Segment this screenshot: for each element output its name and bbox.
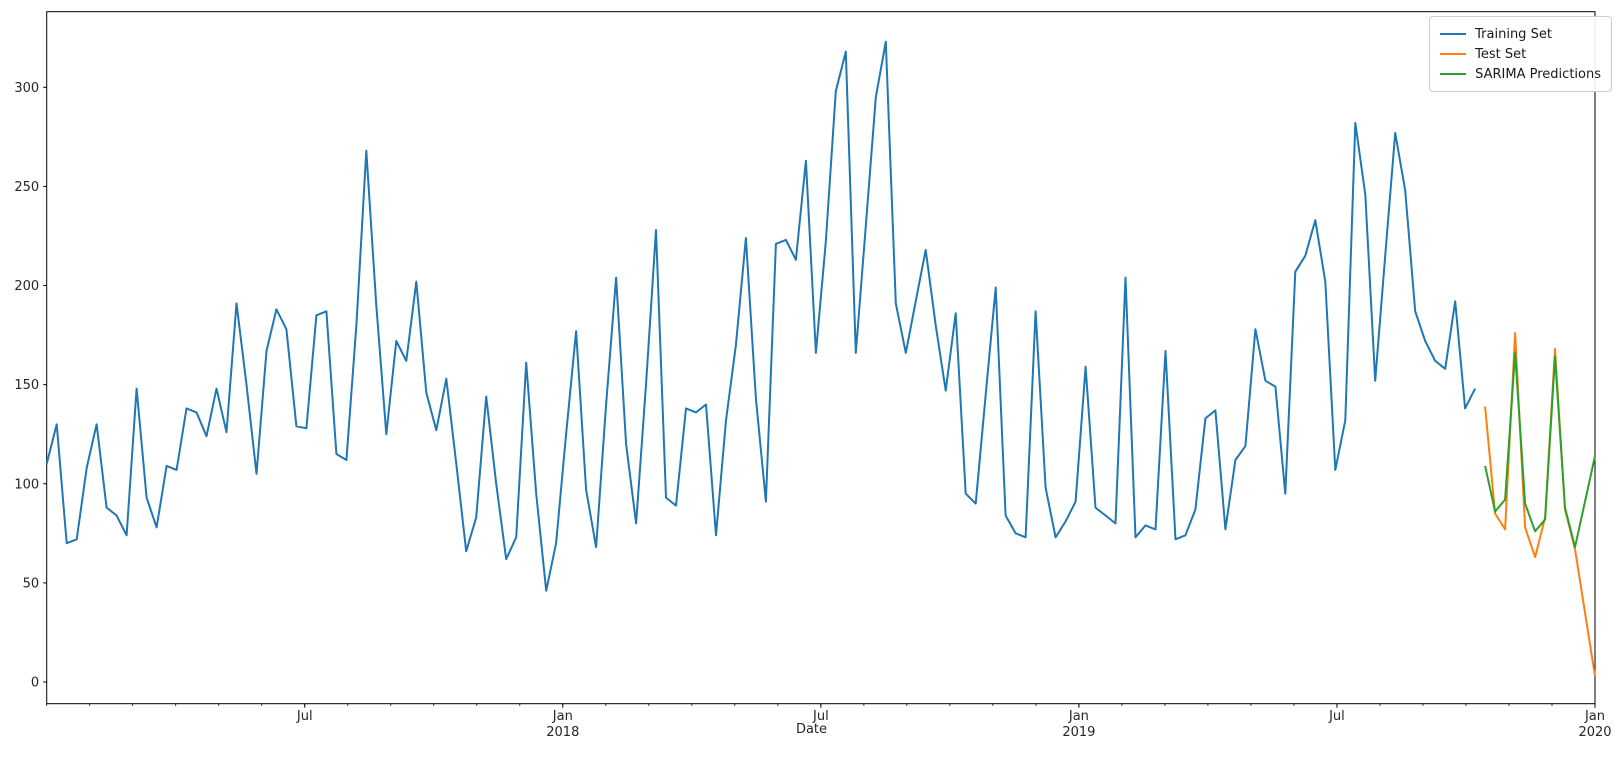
x-tick-year-label: 2018 — [546, 725, 579, 740]
y-tick-label: 300 — [14, 81, 39, 96]
series-line-sarima-predictions — [1484, 351, 1596, 549]
legend-item-training-set[interactable]: Training Set — [1440, 24, 1601, 44]
x-tick-label: Jul — [812, 709, 829, 724]
y-tick-label: 250 — [14, 180, 39, 195]
legend[interactable]: Training Set Test Set SARIMA Predictions — [1429, 16, 1612, 92]
test-set-line-swatch — [1440, 53, 1467, 55]
x-tick-label: Jul — [1328, 709, 1345, 724]
series-line-training-set — [45, 40, 1476, 592]
legend-label: SARIMA Predictions — [1475, 66, 1601, 82]
y-tick-label: 0 — [31, 676, 39, 691]
x-tick-label: Jan — [552, 709, 573, 724]
series-line-test-set — [1484, 332, 1596, 677]
x-tick-year-label: 2019 — [1062, 725, 1095, 740]
legend-item-sarima-predictions[interactable]: SARIMA Predictions — [1440, 64, 1601, 84]
y-tick-label: 200 — [14, 279, 39, 294]
x-tick-year-label: 2020 — [1578, 725, 1611, 740]
legend-item-test-set[interactable]: Test Set — [1440, 44, 1601, 64]
y-tick-label: 100 — [14, 477, 39, 492]
y-tick-label: 150 — [14, 378, 39, 393]
x-tick-label: Jul — [296, 709, 313, 724]
x-axis-label: Date — [795, 722, 828, 737]
x-tick-label: Jan — [1584, 709, 1605, 724]
legend-label: Training Set — [1475, 26, 1552, 42]
x-tick-label: Jan — [1068, 709, 1089, 724]
y-tick-label: 50 — [23, 576, 40, 591]
legend-label: Test Set — [1475, 46, 1527, 62]
training-set-line-swatch — [1440, 33, 1467, 35]
sarima-predictions-line-swatch — [1440, 73, 1467, 75]
